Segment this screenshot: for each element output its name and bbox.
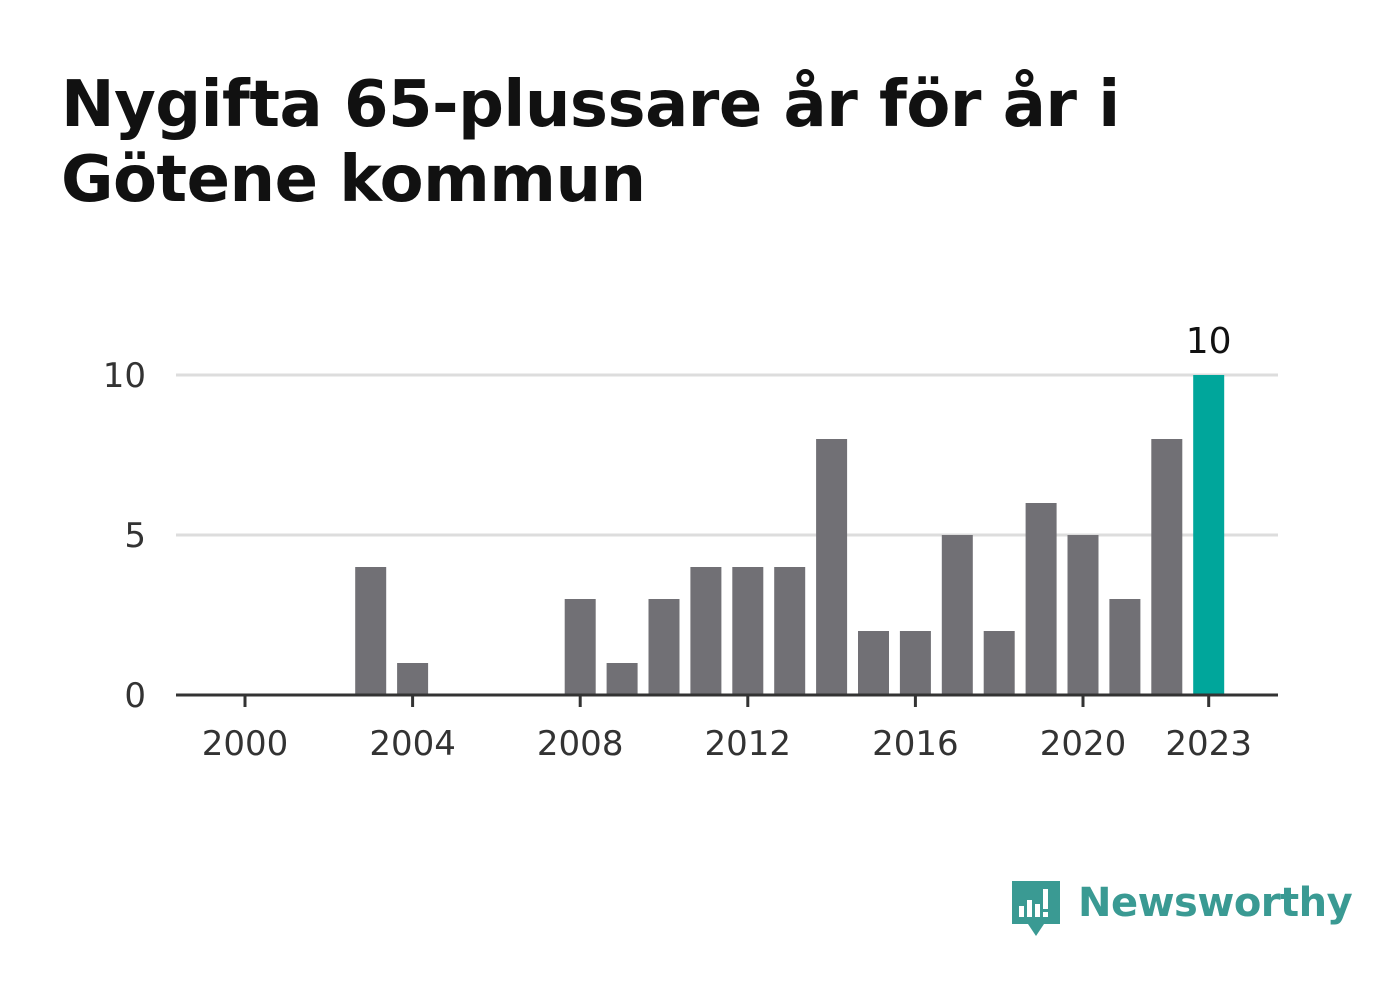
x-tick-label: 2008 xyxy=(537,724,624,764)
data-labels: 10 xyxy=(1186,321,1232,362)
bar xyxy=(397,663,429,695)
y-tick-label: 5 xyxy=(124,516,146,556)
x-tick-label: 2004 xyxy=(369,724,456,764)
bar xyxy=(564,599,596,695)
bar xyxy=(1151,439,1183,695)
bar xyxy=(1025,503,1057,695)
bar xyxy=(1109,599,1141,695)
bar xyxy=(858,631,889,695)
x-tick-label: 2020 xyxy=(1040,724,1127,764)
x-tick-label: 2023 xyxy=(1165,724,1252,764)
x-tick-label: 2012 xyxy=(705,724,792,764)
brand-logo: Newsworthy xyxy=(1010,878,1353,942)
bars xyxy=(355,375,1225,695)
bar xyxy=(355,567,387,695)
bar xyxy=(983,631,1015,695)
grid-lines xyxy=(176,373,1278,537)
bar xyxy=(690,567,722,695)
bar-chart-speech-bubble-icon xyxy=(1012,881,1060,936)
bar xyxy=(941,535,973,695)
x-tick-label: 2000 xyxy=(202,724,289,764)
brand-name: Newsworthy xyxy=(1078,880,1353,926)
x-axis-ticks: 2000 2004 2008 2012 2016 2020 2023 xyxy=(202,695,1252,764)
bar xyxy=(1067,535,1099,695)
bar xyxy=(648,599,680,695)
bar xyxy=(606,663,638,695)
bar xyxy=(732,567,764,695)
y-axis-ticks: 0 5 10 xyxy=(103,356,146,716)
bar xyxy=(899,631,931,695)
bar xyxy=(816,439,848,695)
chart-title: Nygifta 65-plussare år för år i Götene k… xyxy=(61,68,1120,217)
y-tick-label: 0 xyxy=(124,676,146,716)
y-tick-label: 10 xyxy=(103,356,146,396)
data-label-highlight: 10 xyxy=(1186,321,1232,362)
bar xyxy=(774,567,806,695)
x-tick-label: 2016 xyxy=(872,724,959,764)
bar-highlight xyxy=(1193,375,1225,695)
